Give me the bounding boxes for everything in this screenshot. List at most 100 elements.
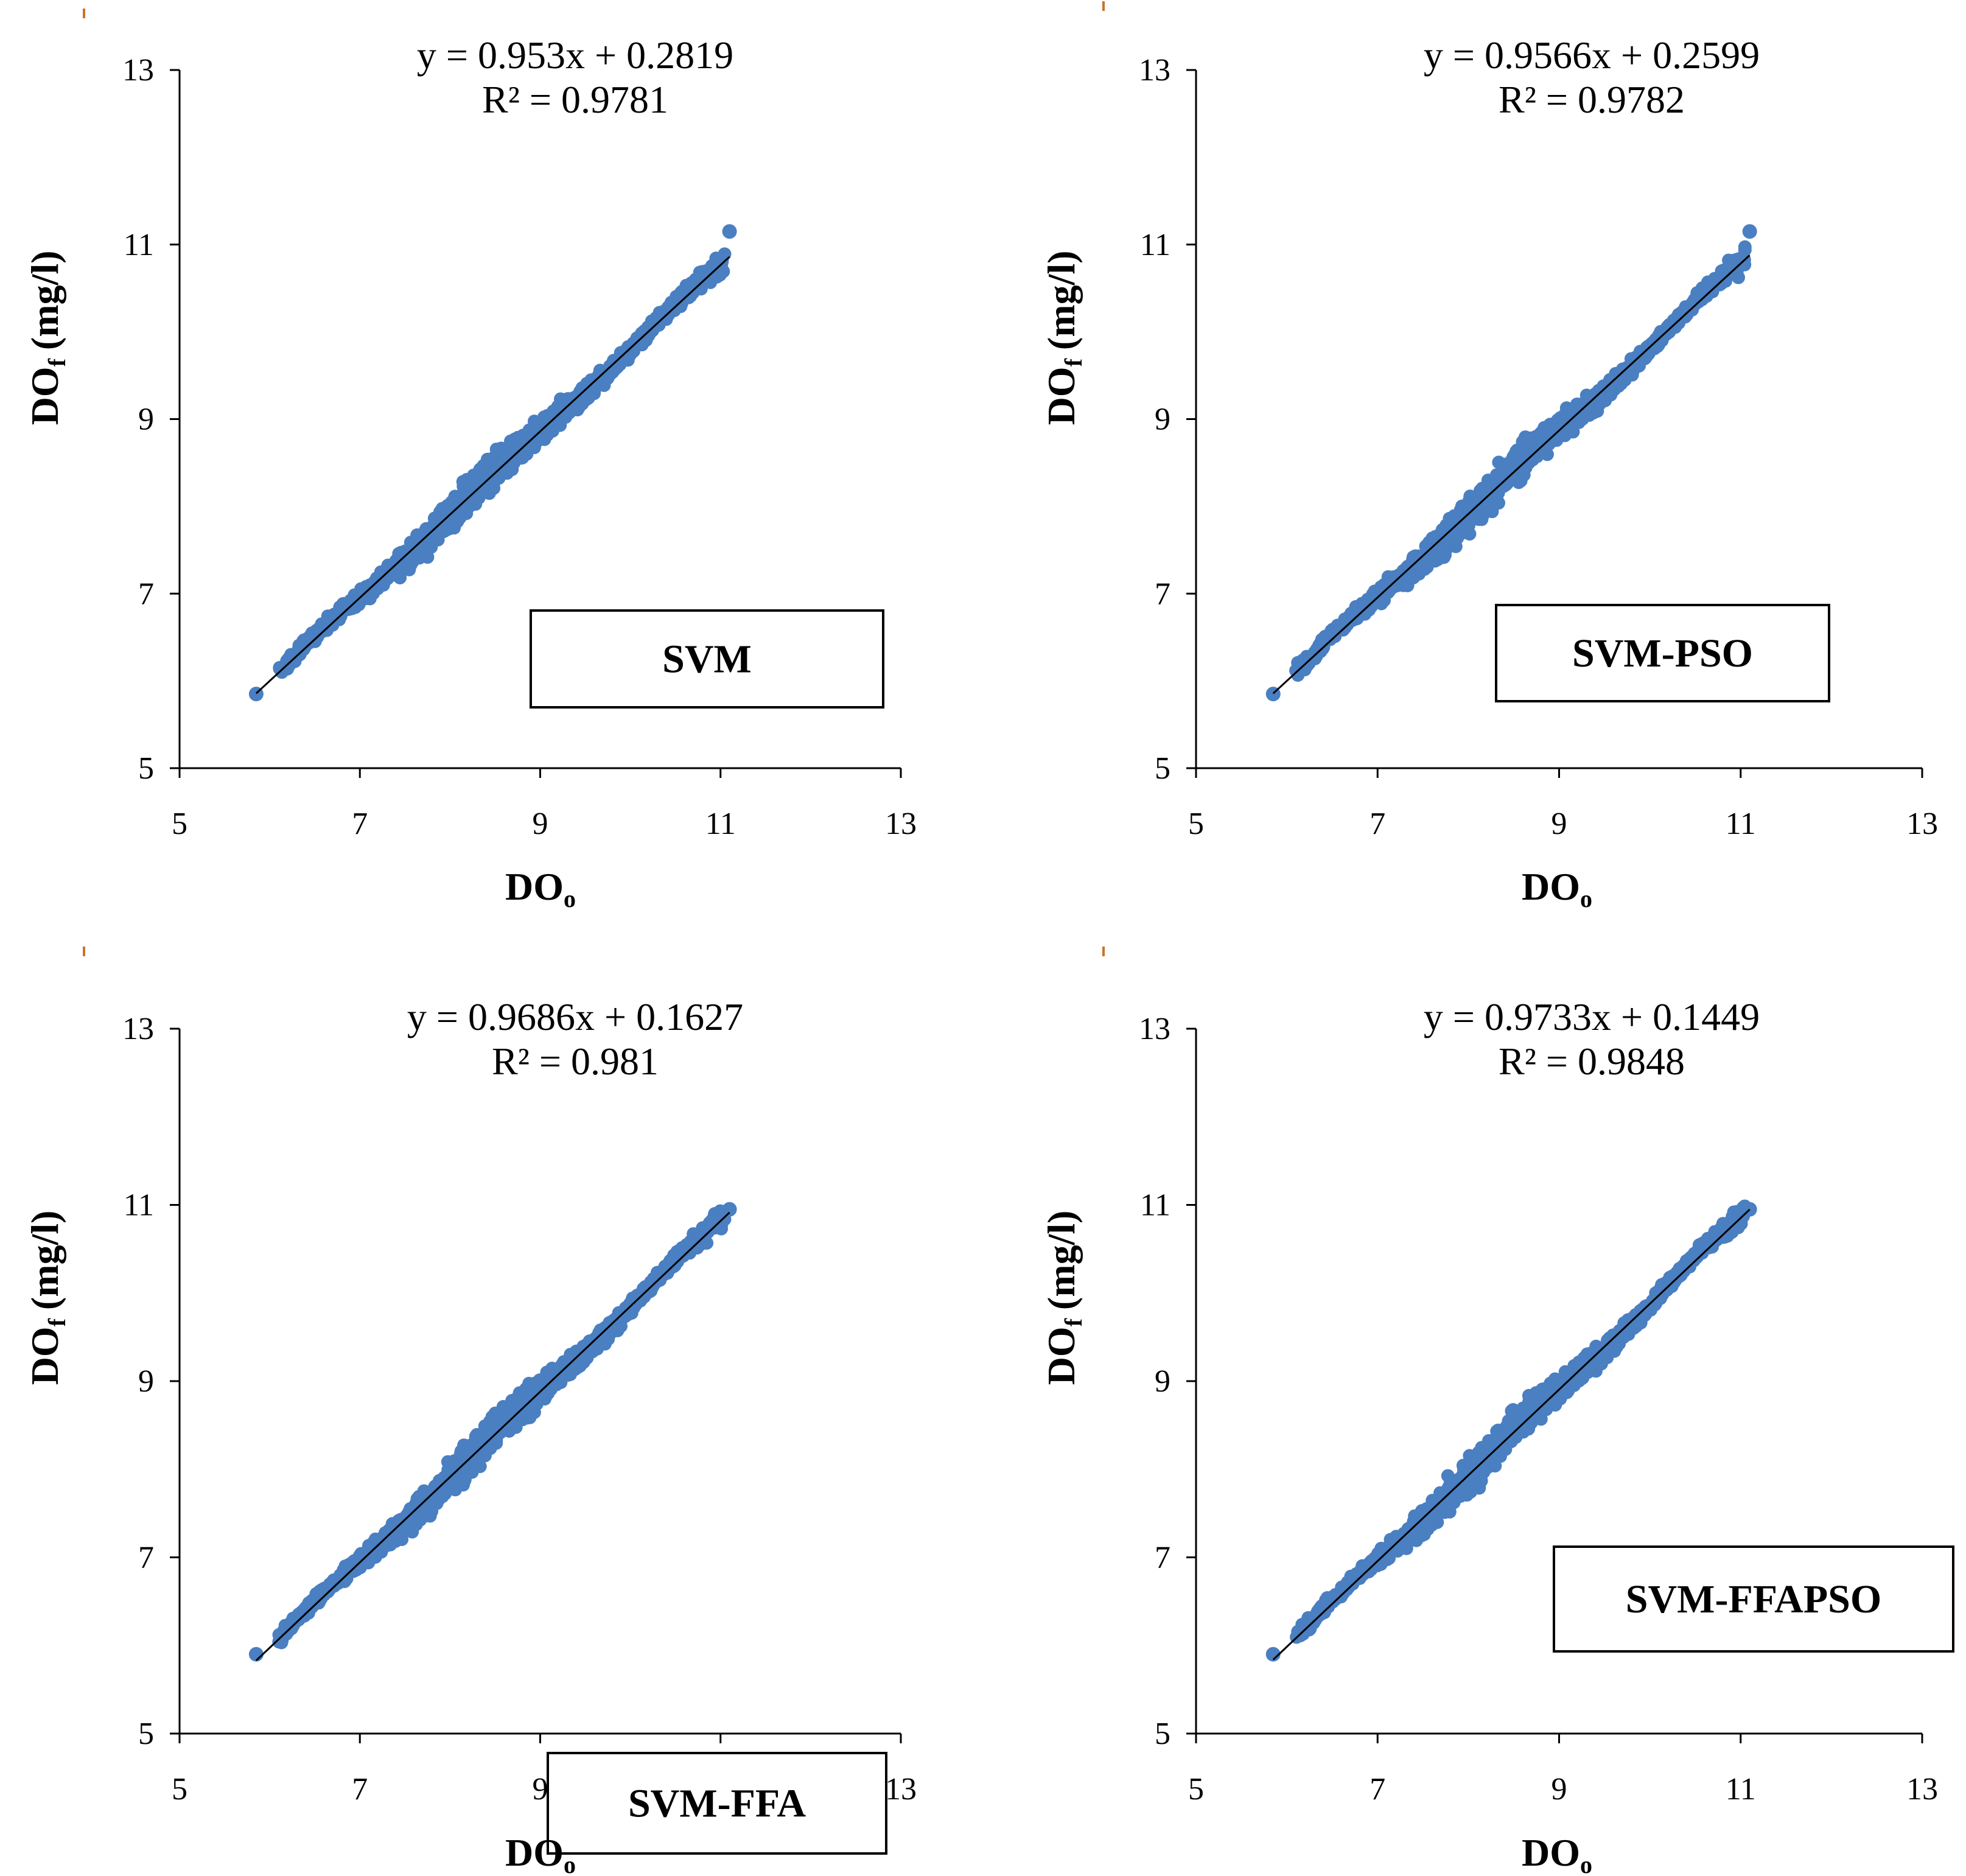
data-point (488, 1406, 502, 1420)
data-point (640, 1286, 654, 1300)
chart-panel-svm: 5 7 9 11 13 5 7 9 11 13 y = 0.953x + 0.2819 R² = 0.… (0, 0, 983, 938)
data-point (693, 266, 707, 280)
data-point (379, 1539, 393, 1553)
x-axis-title: DOo (1522, 865, 1592, 912)
data-point (463, 1448, 477, 1462)
corner-marker (83, 9, 85, 18)
data-point (368, 1547, 382, 1561)
data-point (1596, 391, 1610, 405)
x-tick-label: 9 (1551, 1772, 1567, 1807)
data-point (1452, 517, 1466, 531)
x-tick-label: 13 (1906, 807, 1938, 841)
y-tick-label: 5 (138, 751, 154, 786)
data-point (457, 1438, 471, 1452)
trendline-equation: y = 0.9566x + 0.2599 (1424, 33, 1760, 77)
x-tick-label: 9 (533, 1772, 548, 1807)
data-point (419, 1504, 433, 1518)
y-axis-title-subscript: f (1060, 358, 1087, 366)
model-label-box (530, 609, 884, 709)
corner-marker (1102, 1, 1105, 11)
data-point (497, 446, 511, 460)
data-point (579, 385, 593, 399)
data-point (1431, 553, 1445, 567)
x-tick-label: 11 (705, 807, 736, 841)
y-axis-title: DOf(mg/l) (1040, 251, 1087, 425)
trendline (255, 256, 730, 695)
data-point (394, 1529, 408, 1543)
data-point (1742, 224, 1757, 239)
x-axis-title-subscript: o (564, 1851, 576, 1876)
data-point (286, 1611, 300, 1625)
corner-marker (83, 947, 85, 956)
data-point (718, 247, 732, 261)
data-point (1450, 528, 1464, 542)
data-point (1508, 448, 1522, 462)
data-point (438, 1480, 452, 1494)
r-squared-label: R² = 0.981 (492, 1040, 659, 1083)
data-point (492, 1420, 506, 1434)
y-axis-title: DOf(mg/l) (23, 251, 71, 425)
data-point (1381, 578, 1395, 592)
data-point (1519, 447, 1533, 461)
data-point (502, 1410, 516, 1424)
data-point (487, 481, 501, 495)
x-tick-label: 13 (885, 1772, 917, 1807)
y-tick-label: 7 (1155, 576, 1170, 611)
data-point (313, 1584, 327, 1598)
data-point (1582, 407, 1596, 421)
data-point (275, 1636, 289, 1650)
data-point (648, 1274, 662, 1288)
data-point (315, 623, 329, 637)
x-axis-title: DOo (505, 1831, 576, 1876)
chart-panel-svm-pso: 5 7 9 11 13 5 7 9 11 13 y = 0.9566x + 0.2599 R² = 0… (983, 0, 1966, 938)
y-tick-label: 13 (1139, 53, 1170, 88)
trendline-equation: y = 0.9686x + 0.1627 (407, 995, 743, 1038)
y-tick-label: 7 (1155, 1541, 1170, 1575)
r-squared-label: R² = 0.9781 (482, 78, 668, 121)
data-point (614, 354, 628, 368)
x-tick-label: 5 (172, 807, 187, 841)
data-point (665, 1256, 679, 1270)
y-tick-label: 7 (138, 576, 154, 611)
data-point (273, 662, 287, 676)
x-tick-label: 7 (352, 807, 368, 841)
y-axis-title-main: DO (1040, 366, 1083, 425)
y-tick-label: 9 (1155, 1364, 1170, 1399)
data-point (297, 633, 311, 647)
data-point (1714, 271, 1727, 285)
y-tick-label: 5 (1155, 1717, 1170, 1751)
data-point (618, 1309, 632, 1323)
data-point (1648, 339, 1662, 353)
y-axis-title-subscript: f (43, 358, 71, 366)
data-point (473, 1460, 487, 1474)
y-axis-title-main: DO (23, 1326, 66, 1385)
data-point (1289, 663, 1303, 677)
y-tick-label: 7 (138, 1541, 154, 1575)
x-tick-label: 9 (1551, 807, 1567, 841)
data-point (603, 1323, 617, 1337)
x-axis-title-subscript: o (564, 885, 576, 912)
x-tick-label: 5 (1188, 1772, 1204, 1807)
y-tick-label: 5 (1155, 751, 1170, 786)
data-point (279, 1624, 293, 1638)
x-axis-title-main: DO (505, 865, 564, 908)
y-tick-label: 11 (1140, 1188, 1170, 1223)
data-point (1472, 495, 1486, 509)
x-axis-title-main: DO (1522, 865, 1580, 908)
data-point (685, 276, 699, 290)
y-tick-label: 11 (124, 228, 154, 262)
model-label: SVM-FFA (628, 1782, 806, 1826)
data-point (511, 431, 525, 445)
data-point (1607, 381, 1621, 395)
x-axis-title-main: DO (505, 1831, 564, 1874)
r-squared-label: R² = 0.9782 (1499, 78, 1685, 121)
data-point (662, 302, 676, 316)
corner-marker (1102, 947, 1105, 956)
data-point (449, 516, 463, 530)
data-point (332, 612, 346, 626)
data-point (549, 406, 563, 420)
data-point (446, 497, 460, 510)
